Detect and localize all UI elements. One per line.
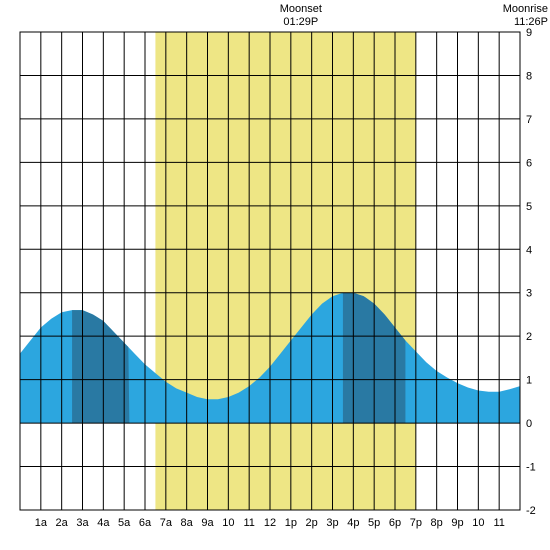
- y-tick-label: 9: [526, 27, 532, 39]
- x-tick-label: 4p: [347, 517, 359, 529]
- x-tick-label: 9a: [201, 517, 214, 529]
- x-tick-label: 5p: [368, 517, 380, 529]
- daylight-band: [155, 32, 415, 510]
- x-tick-label: 9p: [451, 517, 463, 529]
- y-tick-label: 6: [526, 157, 532, 169]
- x-tick-label: 10: [222, 517, 234, 529]
- y-tick-label: 0: [526, 418, 532, 430]
- x-tick-label: 7a: [160, 517, 173, 529]
- y-tick-label: -2: [526, 505, 536, 517]
- x-tick-label: 11: [243, 517, 254, 529]
- x-tick-label: 10: [472, 517, 484, 529]
- x-tick-label: 6a: [139, 517, 152, 529]
- y-tick-label: 3: [526, 288, 532, 300]
- x-tick-label: 12: [264, 517, 276, 529]
- x-tick-label: 6p: [389, 517, 401, 529]
- chart-svg: -2-101234567891a2a3a4a5a6a7a8a9a1011121p…: [0, 0, 550, 550]
- x-tick-label: 1a: [35, 517, 48, 529]
- y-tick-label: 7: [526, 114, 532, 126]
- x-tick-label: 11: [493, 517, 504, 529]
- x-tick-label: 8p: [431, 517, 443, 529]
- y-tick-label: 2: [526, 331, 532, 343]
- y-tick-label: 5: [526, 201, 532, 213]
- x-tick-label: 8a: [181, 517, 194, 529]
- x-tick-label: 7p: [410, 517, 422, 529]
- x-tick-label: 2p: [306, 517, 318, 529]
- y-tick-label: 4: [526, 244, 532, 256]
- x-tick-label: 2a: [56, 517, 69, 529]
- x-tick-label: 1p: [285, 517, 297, 529]
- x-tick-label: 3p: [326, 517, 338, 529]
- y-tick-label: -1: [526, 462, 536, 474]
- tide-chart: -2-101234567891a2a3a4a5a6a7a8a9a1011121p…: [0, 0, 550, 550]
- moonset-time: 01:29P: [283, 16, 318, 28]
- x-tick-label: 3a: [76, 517, 89, 529]
- y-tick-label: 1: [526, 375, 532, 387]
- x-tick-label: 5a: [118, 517, 131, 529]
- moonset-label: Moonset: [280, 3, 322, 15]
- moonrise-time: 11:26P: [514, 16, 548, 28]
- moonrise-label: Moonrise: [503, 3, 548, 15]
- y-tick-label: 8: [526, 70, 532, 82]
- x-tick-label: 4a: [97, 517, 110, 529]
